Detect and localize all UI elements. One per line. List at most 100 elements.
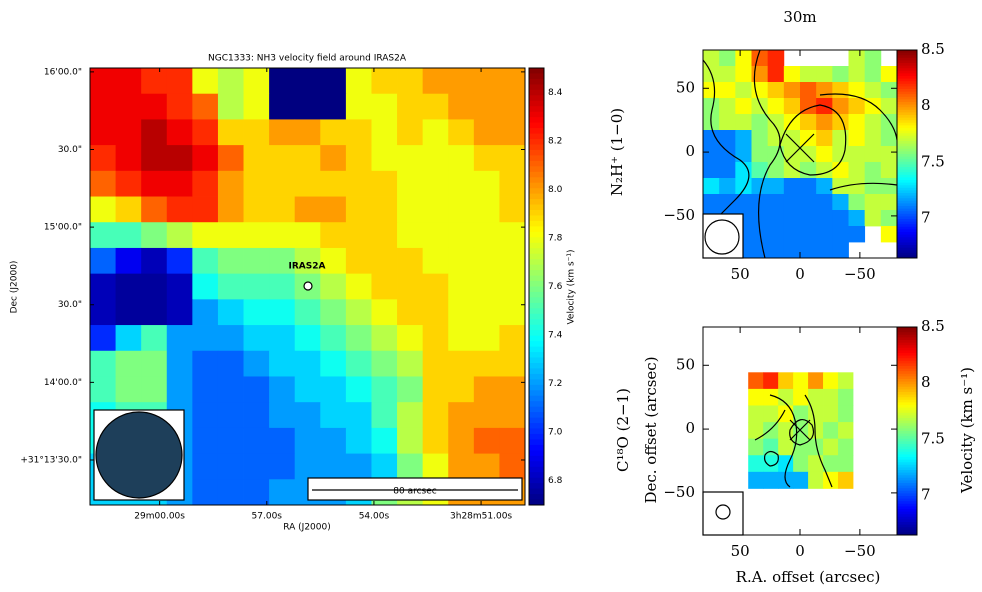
heatmap-cell	[422, 119, 449, 146]
colorbar-swatch	[897, 250, 917, 254]
colorbar-swatch	[529, 144, 544, 151]
heatmap-cell	[397, 196, 424, 223]
colorbar-swatch	[897, 407, 917, 411]
contour	[754, 409, 786, 441]
heatmap-cell	[192, 350, 219, 377]
heatmap-cell	[448, 196, 475, 223]
heatmap-cell	[320, 427, 347, 454]
heatmap-cell	[778, 405, 794, 423]
heatmap-cell	[320, 119, 347, 146]
heatmap-cell	[448, 402, 475, 429]
heatmap-cell	[166, 170, 193, 197]
heatmap-cell	[832, 210, 849, 227]
heatmap-cell	[703, 98, 720, 115]
colorbar-tick-label: 7	[921, 486, 931, 504]
heatmap-cell	[243, 119, 270, 146]
heatmap-cell	[448, 68, 475, 95]
heatmap-cell	[763, 471, 779, 489]
heatmap-cell	[816, 114, 833, 131]
colorbar-swatch	[897, 332, 917, 336]
colorbar-swatch	[529, 450, 544, 457]
colorbar-swatch	[897, 216, 917, 220]
colorbar-swatch	[897, 334, 917, 338]
colorbar-swatch	[897, 488, 917, 492]
heatmap-cell	[793, 405, 809, 423]
colorbar-swatch	[897, 522, 917, 526]
heatmap-cell	[448, 376, 475, 403]
heatmap-cell	[345, 145, 372, 172]
heatmap-cell	[864, 114, 882, 131]
heatmap-cell	[90, 273, 116, 300]
colorbar-swatch	[897, 117, 917, 121]
heatmap-cell	[371, 325, 398, 352]
heatmap-cell	[217, 479, 244, 506]
heatmap-cell	[371, 170, 398, 197]
heatmap-cell	[166, 119, 193, 146]
heatmap-cell	[217, 376, 244, 403]
heatmap-cell	[90, 222, 116, 249]
heatmap-cell	[192, 479, 219, 506]
x-axis-label: RA (J2000)	[283, 523, 331, 533]
axis-ticks: 29m00.00s 57.00s 54.00s 3h28m51.00s 16'00.0"…	[20, 67, 562, 521]
heatmap-cell	[397, 350, 424, 377]
heatmap-cell	[783, 242, 801, 259]
heatmap-cell	[748, 372, 764, 390]
colorbar-swatch	[897, 143, 917, 147]
heatmap-cell	[320, 196, 347, 223]
colorbar-swatch	[897, 109, 917, 113]
heatmap-cell	[294, 453, 321, 480]
heatmap-cell	[848, 226, 866, 243]
heatmap-cell	[217, 427, 244, 454]
heatmap-cell	[166, 325, 193, 352]
heatmap-cell	[808, 405, 824, 423]
colorbar-swatch	[897, 73, 917, 77]
colorbar-swatch	[897, 180, 917, 184]
heatmap-cell	[767, 66, 785, 83]
heatmap-cell	[864, 210, 882, 227]
heatmap-cell	[783, 226, 801, 243]
heatmap-cell	[243, 273, 270, 300]
colorbar-swatch	[897, 501, 917, 505]
heatmap-cell	[763, 372, 779, 390]
heatmap-cell	[778, 388, 794, 406]
heatmap-cell	[243, 196, 270, 223]
colorbar-swatch	[529, 417, 544, 424]
colorbar-swatch	[897, 234, 917, 238]
contour	[819, 93, 898, 141]
colorbar-swatch	[897, 345, 917, 349]
heatmap-cell	[192, 222, 219, 249]
heatmap-cell	[783, 162, 801, 179]
heatmap-cell	[832, 178, 849, 195]
heatmap-cell	[192, 145, 219, 172]
heatmap-cell	[448, 119, 475, 146]
colorbar-swatch	[897, 379, 917, 383]
heatmap-cell	[345, 196, 372, 223]
colorbar-swatch	[529, 111, 544, 118]
colorbar-tick-label: 8	[921, 373, 931, 391]
heatmap-cell	[823, 372, 839, 390]
heatmap-cell	[832, 162, 849, 179]
colorbar-swatch	[897, 392, 917, 396]
colorbar-swatch	[897, 200, 917, 204]
colorbar-swatch	[529, 160, 544, 167]
heatmap-cell	[848, 66, 866, 83]
colorbar-swatch	[529, 133, 544, 140]
heatmap-cell	[243, 170, 270, 197]
heatmap-cell	[793, 372, 809, 390]
colorbar-swatch	[897, 148, 917, 152]
heatmap-cell	[166, 247, 193, 275]
heatmap-cell	[800, 146, 817, 163]
colorbar-swatch	[897, 255, 917, 259]
heatmap-cell	[294, 402, 321, 429]
colorbar-swatch	[529, 401, 544, 408]
heatmap-cell	[192, 299, 219, 326]
heatmap-cell	[767, 98, 785, 115]
colorbar-swatch	[897, 423, 917, 427]
heatmap-cell	[473, 376, 500, 403]
colorbar-swatch	[897, 472, 917, 476]
overlays	[93, 49, 898, 536]
heatmap-cell	[269, 247, 296, 275]
heatmap-cell	[473, 170, 500, 197]
heatmap-cell	[141, 68, 168, 95]
heatmap-cell	[473, 453, 500, 480]
